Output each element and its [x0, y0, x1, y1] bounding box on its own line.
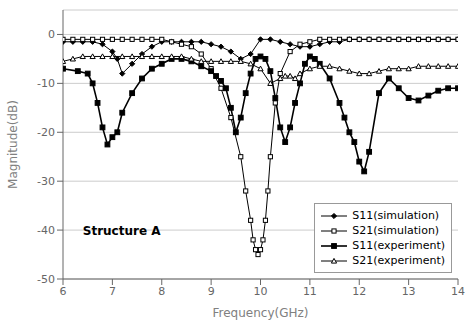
- html-text:S21(simulation): S21(simulation): [352, 224, 440, 237]
- html-text:Structure A: Structure A: [82, 223, 161, 238]
- svg-text:-40: -40: [37, 224, 55, 237]
- svg-text:-30: -30: [37, 175, 55, 188]
- html-text:S21(experiment): S21(experiment): [352, 254, 445, 267]
- svg-text:7: 7: [109, 285, 116, 298]
- svg-text:10: 10: [254, 285, 268, 298]
- svg-text:13: 13: [402, 285, 416, 298]
- svg-text:11: 11: [303, 285, 317, 298]
- svg-text:Frequency(GHz): Frequency(GHz): [213, 306, 309, 320]
- svg-text:6: 6: [60, 285, 67, 298]
- svg-text:8: 8: [158, 285, 165, 298]
- html-text:S11(simulation): S11(simulation): [352, 209, 440, 222]
- svg-text:9: 9: [208, 285, 215, 298]
- svg-text:12: 12: [352, 285, 366, 298]
- html-text:S11(experiment): S11(experiment): [352, 239, 445, 252]
- svg-text:-10: -10: [37, 77, 55, 90]
- svg-text:0: 0: [48, 28, 55, 41]
- svg-text:-50: -50: [37, 273, 55, 286]
- svg-text:Magnitude(dB): Magnitude(dB): [8, 100, 20, 189]
- svg-text:-20: -20: [37, 126, 55, 139]
- svg-text:14: 14: [451, 285, 465, 298]
